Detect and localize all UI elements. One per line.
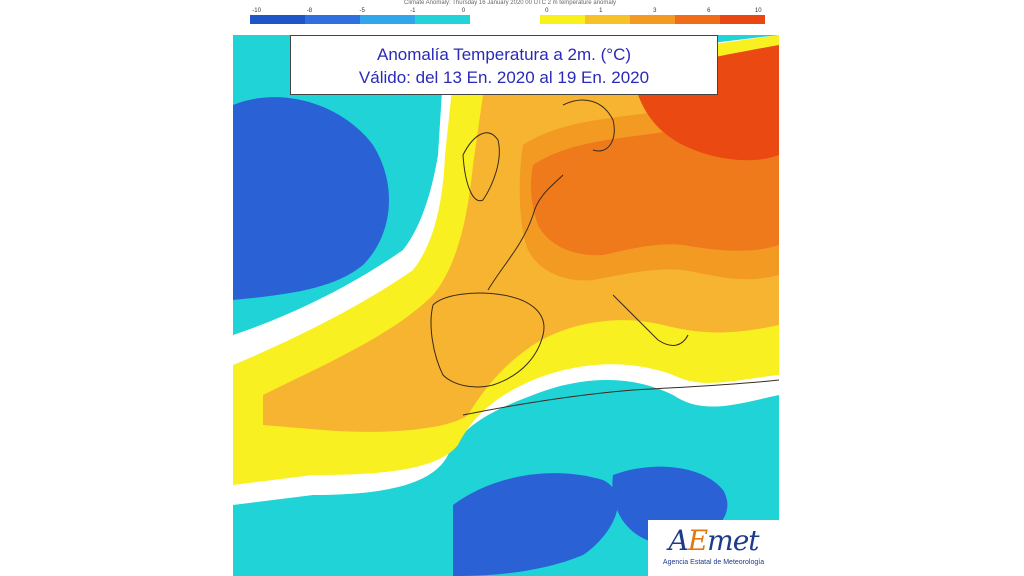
aemet-logo: AEmet Agencia Estatal de Meteorología	[648, 520, 779, 576]
legend-swatch	[540, 15, 585, 24]
italy-coast	[612, 294, 689, 346]
legend-swatch	[360, 15, 415, 24]
legend-warm-bar	[540, 15, 765, 24]
legend-swatch	[415, 15, 470, 24]
legend-tick: -5	[359, 8, 365, 14]
legend-tick: 6	[707, 8, 711, 14]
coastlines	[430, 99, 779, 416]
map-validity: Válido: del 13 En. 2020 al 19 En. 2020	[358, 68, 650, 87]
legend-warm-ticks: 0 1 3 6 10	[540, 8, 765, 14]
legend-tick: 10	[754, 8, 762, 14]
legend-tick: 1	[599, 8, 603, 14]
map-title: Anomalía Temperatura a 2m. (°C)	[376, 45, 632, 64]
legend-swatch	[630, 15, 675, 24]
legend-tick: -1	[410, 8, 416, 14]
legend-cold-bar	[250, 15, 470, 24]
aemet-logo-mark: AEmet	[648, 524, 779, 558]
scale-header: Climate Anomaly: Thursday 16 January 202…	[404, 0, 616, 6]
anomaly-map-svg	[233, 35, 779, 576]
legend-tick: 0	[461, 8, 466, 14]
north-africa-coast	[462, 379, 779, 416]
logo-mark-met: met	[707, 524, 759, 557]
map-title-box: Anomalía Temperatura a 2m. (°C) Válido: …	[290, 35, 718, 95]
legend-swatch	[305, 15, 360, 24]
scandinavia-coast	[562, 99, 615, 152]
legend-swatch	[585, 15, 630, 24]
logo-mark-e: E	[687, 524, 708, 557]
legend-swatch	[720, 15, 765, 24]
legend-tick: 3	[653, 8, 657, 14]
legend-cold-ticks: -10 -8 -5 -1 0	[250, 8, 470, 14]
legend-tick: 0	[545, 8, 549, 14]
deep-blue-south	[453, 473, 618, 576]
france-coast	[487, 174, 564, 291]
legend-tick: -10	[252, 8, 261, 14]
iberia-coast	[430, 292, 545, 388]
legend-tick: -8	[306, 8, 313, 14]
uk-coast	[462, 132, 500, 202]
deep-blue-blob	[233, 97, 390, 300]
aemet-logo-subtitle: Agencia Estatal de Meteorología	[662, 559, 765, 566]
legend-warm: 0 1 3 6 10	[540, 8, 765, 24]
legend-swatch	[675, 15, 720, 24]
legend-cold: -10 -8 -5 -1 0	[250, 8, 470, 24]
logo-mark-a: A	[668, 524, 688, 557]
legend-swatch	[250, 15, 305, 24]
anomaly-map	[233, 35, 779, 576]
